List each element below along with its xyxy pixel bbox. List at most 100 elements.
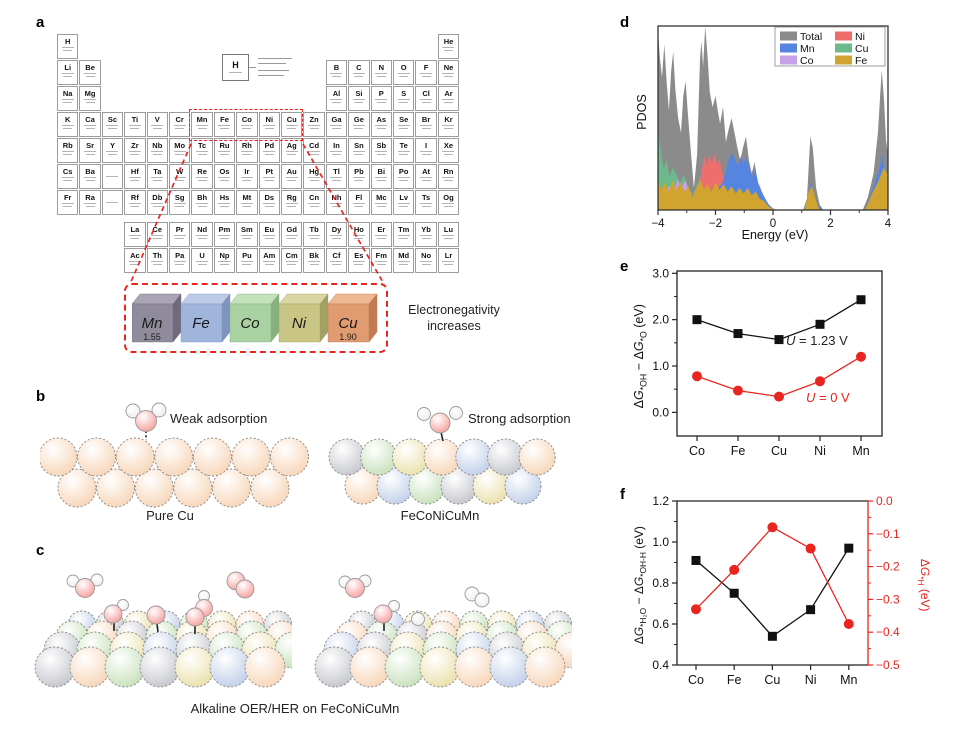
element-microtext xyxy=(85,179,95,182)
square-marker xyxy=(806,605,816,615)
element-symbol: Sg xyxy=(174,193,185,202)
cube-symbol: Cu xyxy=(338,315,358,332)
element-cell-mn: Mn xyxy=(191,112,213,137)
her-energy-chart: 0.4 0.6 0.8 1.0 1.2 0.0 −0.1 −0.2 −0.3 −0.4 −0.5 Co… xyxy=(652,494,900,687)
element-symbol: Sc xyxy=(107,115,118,124)
tick-label: 3.0 xyxy=(652,266,669,280)
atom-sphere-mn xyxy=(34,646,76,688)
element-symbol: Pd xyxy=(264,141,275,150)
axes-box xyxy=(676,270,883,437)
element-symbol: Ds xyxy=(264,193,275,202)
atom-sphere-cu xyxy=(349,646,391,688)
u-0v-annotation: U = 0 V xyxy=(806,390,850,405)
element-microtext xyxy=(61,177,74,179)
element-microtext xyxy=(376,205,386,208)
element-microtext xyxy=(287,153,297,156)
element-cell-md: Md xyxy=(393,248,415,273)
element-microtext xyxy=(308,125,321,127)
element-microtext xyxy=(173,261,186,263)
element-microtext xyxy=(84,99,97,101)
element-symbol: Sn xyxy=(354,141,364,150)
element-cell-ds: Ds xyxy=(258,190,280,215)
element-symbol: F xyxy=(423,63,429,72)
element-cell-ts: Ts xyxy=(415,190,437,215)
element-microtext xyxy=(128,177,141,179)
element-cell-th: Th xyxy=(146,248,168,273)
oxygen-atom xyxy=(185,607,205,627)
legend-label: Co xyxy=(800,55,814,67)
element-microtext xyxy=(443,75,453,78)
element-cell-p: P xyxy=(370,86,392,111)
label-fragment: − Δ xyxy=(631,586,646,608)
element-symbol: Tm xyxy=(398,225,410,234)
feconicumn-caption: FeCoNiCuMn xyxy=(400,508,480,523)
element-microtext xyxy=(331,205,341,208)
element-microtext xyxy=(106,151,119,153)
element-symbol: Ge xyxy=(353,115,364,124)
atom-sphere-mn xyxy=(487,438,524,476)
square-marker xyxy=(815,319,825,329)
element-cube-fe: Fe xyxy=(180,293,231,343)
element-microtext xyxy=(352,235,365,237)
element-cell-nd: Nd xyxy=(191,222,213,247)
element-cell-sn: Sn xyxy=(348,138,370,163)
key-cell-microtext xyxy=(229,71,242,73)
element-microtext xyxy=(352,203,365,205)
element-symbol: Y xyxy=(109,141,115,150)
element-microtext xyxy=(421,127,431,130)
element-cell-b: B xyxy=(325,60,348,85)
element-cell-yb: Yb xyxy=(415,222,437,247)
key-annotation-line xyxy=(258,58,292,60)
element-symbol: Fl xyxy=(355,193,363,202)
element-microtext xyxy=(443,237,453,240)
pdos-y-axis-label: PDOS xyxy=(635,94,649,130)
element-microtext xyxy=(331,263,341,266)
element-cell-ca: Ca xyxy=(79,112,101,137)
element-microtext xyxy=(173,235,186,237)
atom-sphere-cu xyxy=(518,438,556,476)
category-label: Co xyxy=(688,673,704,687)
element-microtext xyxy=(130,179,140,182)
cube-symbol: Ni xyxy=(292,315,307,332)
element-cell-po: Po xyxy=(393,164,415,189)
element-microtext xyxy=(330,151,343,153)
element-microtext xyxy=(397,99,410,101)
element-microtext xyxy=(352,73,365,75)
atom-sphere-ni xyxy=(419,646,461,688)
tick-label: −0.4 xyxy=(876,625,900,639)
element-symbol: Ni xyxy=(265,115,274,124)
element-microtext xyxy=(84,177,97,179)
category-label: Ni xyxy=(805,673,817,687)
element-symbol: P xyxy=(378,89,384,98)
element-cell-br: Br xyxy=(415,112,437,137)
element-microtext xyxy=(173,151,186,153)
element-microtext xyxy=(197,237,207,240)
element-microtext xyxy=(61,203,74,205)
element-microtext xyxy=(354,179,364,182)
element-symbol: Cu xyxy=(286,115,297,124)
tick-label: −0.3 xyxy=(876,592,900,606)
element-symbol: Bh xyxy=(197,193,208,202)
atom-sphere-co xyxy=(384,646,426,688)
label-fragment: (eV) xyxy=(631,304,646,332)
element-microtext xyxy=(399,263,409,266)
label-fragment: (eV) xyxy=(918,585,933,612)
element-microtext xyxy=(85,101,95,104)
element-symbol: Er xyxy=(377,225,386,234)
element-microtext xyxy=(240,177,253,179)
element-microtext xyxy=(376,101,386,104)
element-microtext xyxy=(61,99,74,101)
element-microtext xyxy=(242,179,252,182)
element-symbol: Pr xyxy=(175,225,184,234)
element-microtext xyxy=(308,151,321,153)
element-symbol: Si xyxy=(355,89,363,98)
element-microtext xyxy=(421,153,431,156)
element-microtext xyxy=(263,125,276,127)
element-microtext xyxy=(308,235,321,237)
element-cell-rh: Rh xyxy=(236,138,258,163)
element-symbol: Se xyxy=(399,115,409,124)
element-microtext xyxy=(442,99,455,101)
element-microtext xyxy=(130,237,140,240)
element-microtext xyxy=(151,125,164,127)
